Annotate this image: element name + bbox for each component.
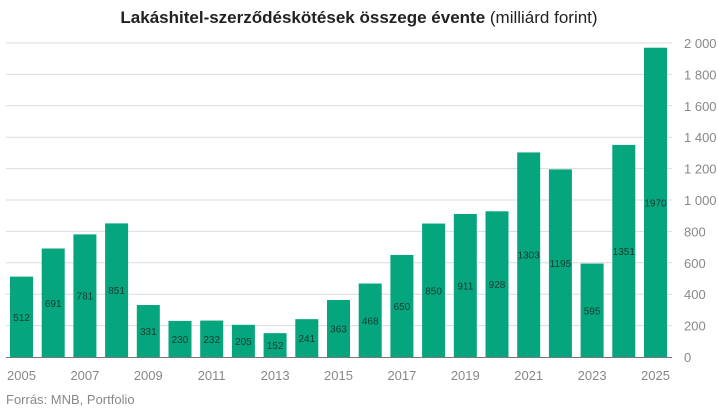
bar-2014 bbox=[295, 319, 319, 357]
chart-title-main: Lakáshitel-szerződéskötések összege éven… bbox=[120, 8, 486, 27]
x-tick-label: 2009 bbox=[134, 368, 163, 383]
x-tick-label: 2021 bbox=[514, 368, 543, 383]
bar-2016 bbox=[358, 283, 382, 357]
data-label: 1351 bbox=[613, 247, 636, 258]
bar-2023 bbox=[580, 263, 604, 357]
x-tick-label: 2013 bbox=[261, 368, 290, 383]
bar-2020 bbox=[485, 211, 509, 357]
y-tick-label: 0 bbox=[684, 350, 691, 365]
bar-2010 bbox=[168, 320, 192, 357]
chart-title-unit: (milliárd forint) bbox=[485, 8, 598, 27]
bar-2005 bbox=[10, 276, 33, 357]
y-tick-label: 1 800 bbox=[684, 67, 717, 82]
x-tick-label: 2015 bbox=[324, 368, 353, 383]
data-label: 152 bbox=[267, 341, 284, 352]
data-label: 205 bbox=[235, 337, 252, 348]
y-tick-label: 800 bbox=[684, 224, 706, 239]
source-note: Forrás: MNB, Portfolio bbox=[6, 392, 135, 407]
bar-2012 bbox=[231, 324, 255, 357]
bar-2019 bbox=[453, 213, 477, 357]
y-tick-label: 1 600 bbox=[684, 99, 717, 114]
x-tick-label: 2017 bbox=[387, 368, 416, 383]
y-tick-label: 600 bbox=[684, 256, 706, 271]
data-label: 230 bbox=[172, 335, 189, 346]
y-tick-label: 2 000 bbox=[684, 36, 717, 51]
data-label: 595 bbox=[584, 306, 601, 317]
data-label: 851 bbox=[108, 286, 125, 297]
data-label: 928 bbox=[489, 280, 506, 291]
x-tick-label: 2007 bbox=[70, 368, 99, 383]
y-tick-label: 1 400 bbox=[684, 130, 717, 145]
data-label: 331 bbox=[140, 327, 157, 338]
chart-title: Lakáshitel-szerződéskötések összege éven… bbox=[0, 8, 718, 28]
data-label: 650 bbox=[394, 302, 411, 313]
data-label: 850 bbox=[425, 286, 442, 297]
bar-2022 bbox=[548, 169, 572, 357]
data-label: 232 bbox=[203, 335, 220, 346]
bar-2015 bbox=[327, 300, 350, 357]
data-label: 691 bbox=[45, 299, 62, 310]
data-label: 781 bbox=[77, 292, 94, 303]
x-tick-label: 2011 bbox=[198, 368, 226, 383]
x-tick-label: 2025 bbox=[641, 368, 670, 383]
bar-2007 bbox=[73, 234, 97, 357]
bar-2017 bbox=[390, 254, 414, 357]
bar-2013 bbox=[263, 333, 287, 357]
data-label: 363 bbox=[330, 325, 347, 336]
bar-2008 bbox=[105, 223, 129, 357]
bar-2018 bbox=[422, 223, 446, 357]
x-tick-label: 2019 bbox=[451, 368, 480, 383]
data-label: 911 bbox=[457, 281, 473, 292]
data-label: 241 bbox=[298, 334, 315, 345]
bar-2011 bbox=[200, 320, 224, 357]
data-label: 1195 bbox=[550, 259, 572, 270]
x-tick-label: 2005 bbox=[7, 368, 36, 383]
bar-2009 bbox=[136, 305, 160, 357]
bar-2025 bbox=[644, 47, 667, 358]
data-label: 1303 bbox=[518, 251, 541, 262]
y-tick-label: 400 bbox=[684, 287, 706, 302]
data-label: 468 bbox=[362, 316, 379, 327]
bar-2021 bbox=[517, 152, 541, 357]
y-tick-label: 1 200 bbox=[684, 162, 717, 177]
y-tick-label: 1 000 bbox=[684, 193, 717, 208]
data-label: 512 bbox=[13, 313, 30, 324]
bar-2006 bbox=[41, 248, 65, 357]
bar-2024 bbox=[612, 144, 636, 357]
x-tick-label: 2023 bbox=[578, 368, 607, 383]
y-tick-label: 200 bbox=[684, 319, 706, 334]
data-label: 1970 bbox=[644, 198, 667, 209]
